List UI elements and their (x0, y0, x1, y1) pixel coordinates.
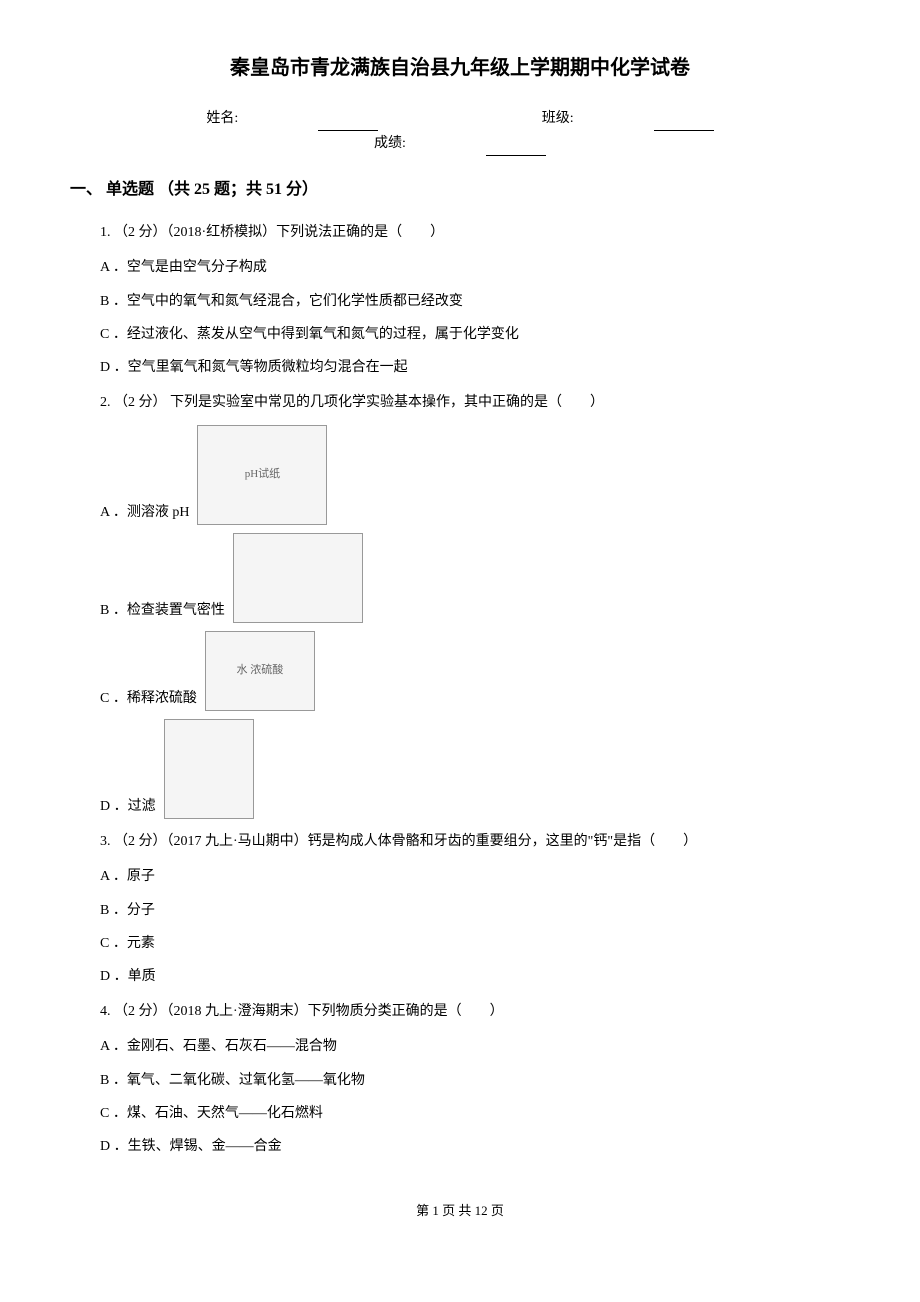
option: A ．测溶液 pH pH试纸 (100, 425, 850, 525)
option-label: B ．检查装置气密性 (100, 598, 225, 623)
option-label: C ．煤、石油、天然气——化石燃料 (100, 1101, 323, 1126)
option-image: 水 浓硫酸 (205, 631, 315, 711)
option: A ．原子 (100, 864, 850, 889)
questions-container: 1. （2 分）（2018·红桥模拟）下列说法正确的是（ ） A ．空气是由空气分… (70, 220, 850, 1159)
name-label: 姓名: (206, 106, 238, 131)
score-label: 成绩: (374, 131, 406, 156)
option: B ．氧气、二氧化碳、过氧化氢——氧化物 (100, 1068, 850, 1093)
option-label: A ．金刚石、石墨、石灰石——混合物 (100, 1034, 337, 1059)
option: C ．元素 (100, 931, 850, 956)
option-label: C ．稀释浓硫酸 (100, 686, 197, 711)
page-footer: 第 1 页 共 12 页 (70, 1199, 850, 1222)
score-field: 成绩: (334, 131, 586, 156)
page-title: 秦皇岛市青龙满族自治县九年级上学期期中化学试卷 (70, 50, 850, 86)
option: B ．分子 (100, 898, 850, 923)
option-label: D ．过滤 (100, 794, 156, 819)
option-image: pH试纸 (197, 425, 327, 525)
question: 3. （2 分）（2017 九上·马山期中）钙是构成人体骨骼和牙齿的重要组分，这… (100, 829, 850, 854)
question-text: 4. （2 分）（2018 九上·澄海期末）下列物质分类正确的是（ ） (100, 1004, 504, 1019)
class-field: 班级: (502, 106, 754, 131)
class-label: 班级: (542, 106, 574, 131)
class-blank (654, 130, 714, 131)
name-field: 姓名: (166, 106, 418, 131)
question-text: 3. （2 分）（2017 九上·马山期中）钙是构成人体骨骼和牙齿的重要组分，这… (100, 834, 697, 849)
option-label: D ．单质 (100, 964, 156, 989)
option: C ．煤、石油、天然气——化石燃料 (100, 1101, 850, 1126)
option-label: D ．空气里氧气和氮气等物质微粒均匀混合在一起 (100, 355, 408, 380)
option-label: A ．测溶液 pH (100, 500, 189, 525)
option-label: C ．经过液化、蒸发从空气中得到氧气和氮气的过程，属于化学变化 (100, 322, 519, 347)
option: C ．稀释浓硫酸水 浓硫酸 (100, 631, 850, 711)
question-text: 2. （2 分） 下列是实验室中常见的几项化学实验基本操作，其中正确的是（ ） (100, 395, 604, 410)
option: A ．空气是由空气分子构成 (100, 255, 850, 280)
option-label: D ．生铁、焊锡、金——合金 (100, 1134, 282, 1159)
option-image (233, 533, 363, 623)
option: C ．经过液化、蒸发从空气中得到氧气和氮气的过程，属于化学变化 (100, 322, 850, 347)
option-label: B ．氧气、二氧化碳、过氧化氢——氧化物 (100, 1068, 365, 1093)
option-label: B ．分子 (100, 898, 155, 923)
question-text: 1. （2 分）（2018·红桥模拟）下列说法正确的是（ ） (100, 225, 444, 240)
option-image (164, 719, 254, 819)
question: 4. （2 分）（2018 九上·澄海期末）下列物质分类正确的是（ ） (100, 999, 850, 1024)
student-info-line: 姓名: 班级: 成绩: (70, 106, 850, 156)
section-header: 一、 单选题 （共 25 题；共 51 分） (70, 176, 850, 205)
option: D ．生铁、焊锡、金——合金 (100, 1134, 850, 1159)
option: A ．金刚石、石墨、石灰石——混合物 (100, 1034, 850, 1059)
option: B ．检查装置气密性 (100, 533, 850, 623)
score-blank (486, 155, 546, 156)
option: D ．过滤 (100, 719, 850, 819)
option-label: B ．空气中的氧气和氮气经混合，它们化学性质都已经改变 (100, 289, 463, 314)
question: 1. （2 分）（2018·红桥模拟）下列说法正确的是（ ） (100, 220, 850, 245)
option-label: A ．原子 (100, 864, 155, 889)
option: D ．空气里氧气和氮气等物质微粒均匀混合在一起 (100, 355, 850, 380)
option: B ．空气中的氧气和氮气经混合，它们化学性质都已经改变 (100, 289, 850, 314)
option: D ．单质 (100, 964, 850, 989)
option-label: C ．元素 (100, 931, 155, 956)
option-label: A ．空气是由空气分子构成 (100, 255, 267, 280)
question: 2. （2 分） 下列是实验室中常见的几项化学实验基本操作，其中正确的是（ ） (100, 390, 850, 415)
